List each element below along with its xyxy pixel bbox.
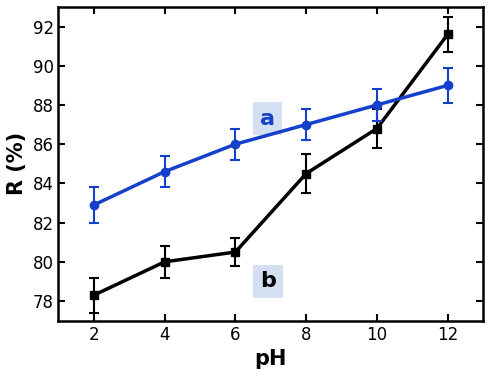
Text: a: a [260,109,275,129]
X-axis label: pH: pH [255,349,287,369]
Y-axis label: R (%): R (%) [7,132,27,196]
Text: b: b [260,271,276,291]
